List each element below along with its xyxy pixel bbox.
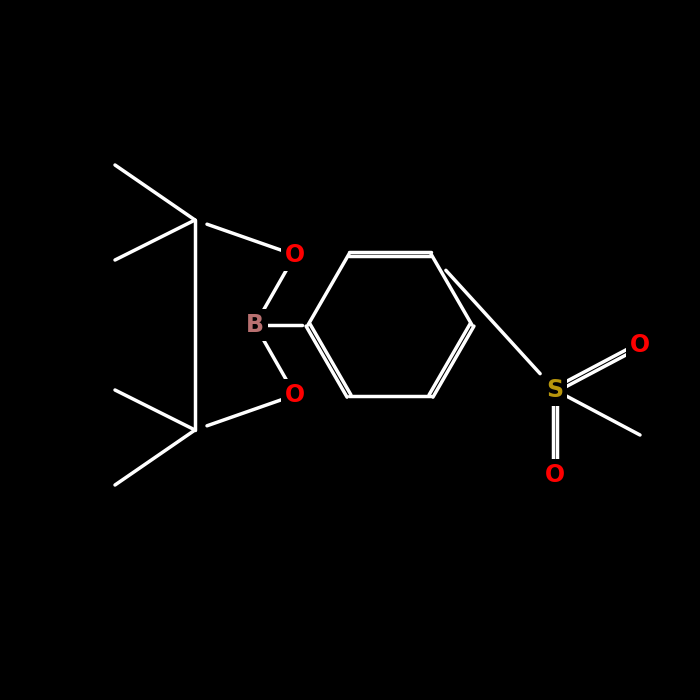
Text: S: S — [547, 378, 564, 402]
Text: O: O — [630, 333, 650, 357]
Text: O: O — [545, 463, 565, 487]
Text: O: O — [285, 243, 305, 267]
Text: B: B — [246, 313, 264, 337]
Text: O: O — [285, 383, 305, 407]
